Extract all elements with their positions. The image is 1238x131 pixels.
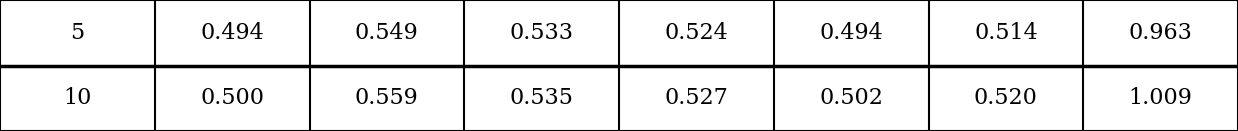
Text: 0.494: 0.494 <box>820 22 883 44</box>
Text: 0.520: 0.520 <box>974 87 1037 109</box>
Text: 10: 10 <box>63 87 92 109</box>
Text: 0.514: 0.514 <box>974 22 1037 44</box>
Text: 5: 5 <box>71 22 84 44</box>
Text: 0.494: 0.494 <box>201 22 264 44</box>
Text: 0.500: 0.500 <box>201 87 264 109</box>
Text: 0.559: 0.559 <box>355 87 418 109</box>
Text: 0.963: 0.963 <box>1129 22 1192 44</box>
Text: 0.549: 0.549 <box>355 22 418 44</box>
Text: 0.502: 0.502 <box>820 87 883 109</box>
Text: 0.527: 0.527 <box>665 87 728 109</box>
Text: 1.009: 1.009 <box>1129 87 1192 109</box>
Text: 0.535: 0.535 <box>510 87 573 109</box>
Text: 0.533: 0.533 <box>510 22 573 44</box>
Text: 0.524: 0.524 <box>665 22 728 44</box>
